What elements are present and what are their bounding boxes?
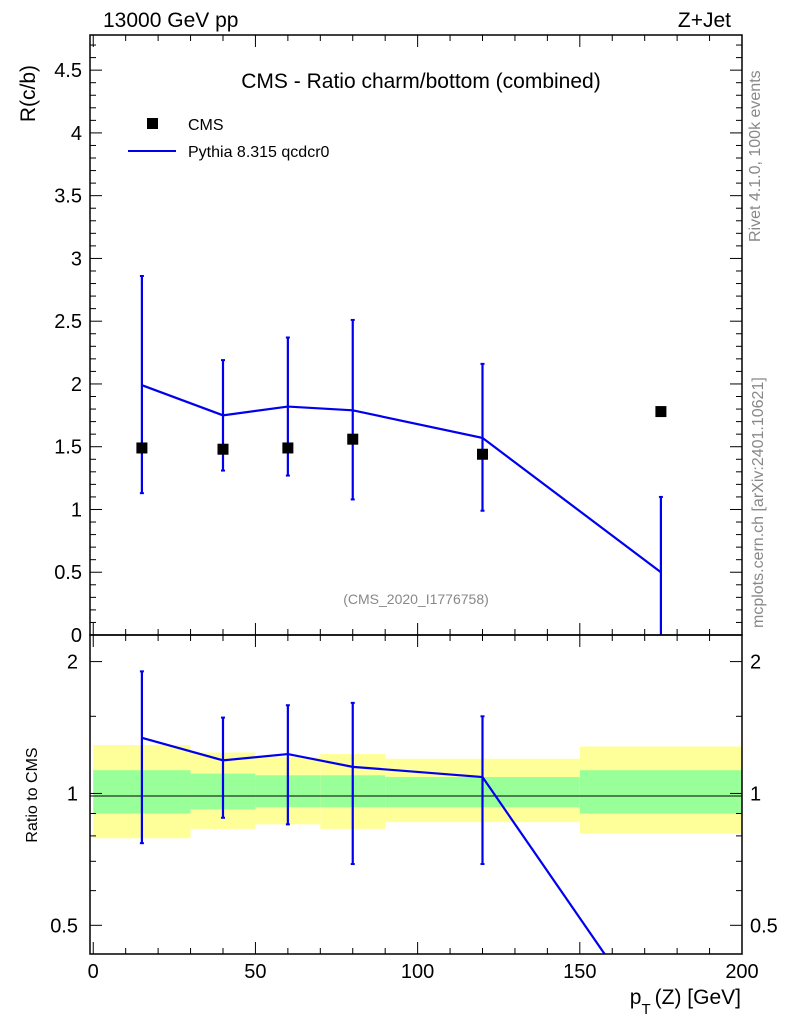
ratio-panel-ticks: 0.5 0.5 1 1 2 2 0 50 100 150 200	[50, 635, 778, 983]
chart-title: CMS - Ratio charm/bottom (combined)	[241, 70, 600, 93]
legend-label-cms: CMS	[188, 117, 224, 134]
ratio-pythia-line	[141, 736, 606, 954]
cms-data-point	[136, 442, 148, 454]
ratio-y-tick-label: 0.5	[50, 915, 78, 937]
rivet-info-label: Rivet 4.1.0, 100k events	[747, 70, 764, 242]
main-y-tick-label: 4.5	[54, 60, 82, 82]
x-axis-label-sub: T	[641, 1001, 650, 1018]
x-tick-label: 0	[88, 961, 99, 983]
ratio-panel-data	[139, 670, 606, 954]
main-y-tick-label: 1.5	[54, 437, 82, 459]
cms-data-point	[476, 448, 488, 460]
ratio-y-tick-label-right: 0.5	[750, 915, 778, 937]
main-y-axis-label: R(c/b)	[17, 65, 40, 122]
main-y-tick-label: 4	[71, 123, 82, 145]
ratio-panel: 0.5 0.5 1 1 2 2 0 50 100 150 200 Ratio to CMS pT (Z…	[24, 634, 778, 1018]
legend-marker-cms	[147, 118, 158, 129]
ratio-panel-frame	[89, 634, 743, 955]
main-y-tick-label: 2	[71, 374, 82, 396]
process-label: Z+Jet	[678, 9, 731, 32]
ratio-y-tick-label-right: 1	[750, 783, 761, 805]
main-y-tick-label: 1	[71, 499, 82, 521]
x-tick-label: 100	[401, 961, 434, 983]
cms-data-point	[282, 442, 294, 454]
ratio-series-group	[139, 670, 606, 954]
x-axis-label-rest: (Z) [GeV]	[655, 986, 741, 1009]
x-axis-label: pT (Z) [GeV]	[630, 986, 741, 1018]
main-panel-data	[136, 275, 667, 635]
source-info-label: mcplots.cern.ch [arXiv:2401.10621]	[750, 377, 767, 628]
ratio-band-inner	[579, 770, 742, 814]
x-tick-label: 50	[244, 961, 266, 983]
main-y-tick-label: 0.5	[54, 562, 82, 584]
main-panel-ticks: 0 0.5 1 1.5 2 2.5 3 3.5 4 4.5	[54, 35, 743, 647]
x-tick-label: 200	[725, 961, 758, 983]
ratio-y-tick-label-right: 2	[750, 652, 761, 674]
pythia-line	[141, 384, 662, 574]
ratio-y-tick-label: 2	[67, 652, 78, 674]
legend: CMS Pythia 8.315 qcdcr0	[128, 117, 330, 161]
x-axis-label-main: p	[630, 986, 642, 1009]
cms-data-point	[217, 443, 229, 455]
main-y-tick-label: 0	[71, 625, 82, 647]
ratio-y-tick-label: 1	[67, 783, 78, 805]
cms-data-point	[655, 406, 667, 418]
ratio-y-axis-label: Ratio to CMS	[24, 747, 41, 842]
legend-label-pythia: Pythia 8.315 qcdcr0	[188, 144, 330, 161]
main-y-tick-label: 3.5	[54, 186, 82, 208]
analysis-id-label: (CMS_2020_I1776758)	[343, 591, 489, 607]
cms-data-point	[347, 433, 359, 445]
main-y-tick-label: 3	[71, 248, 82, 270]
energy-label: 13000 GeV pp	[103, 9, 238, 32]
x-tick-label: 150	[563, 961, 596, 983]
main-y-tick-label: 2.5	[54, 311, 82, 333]
